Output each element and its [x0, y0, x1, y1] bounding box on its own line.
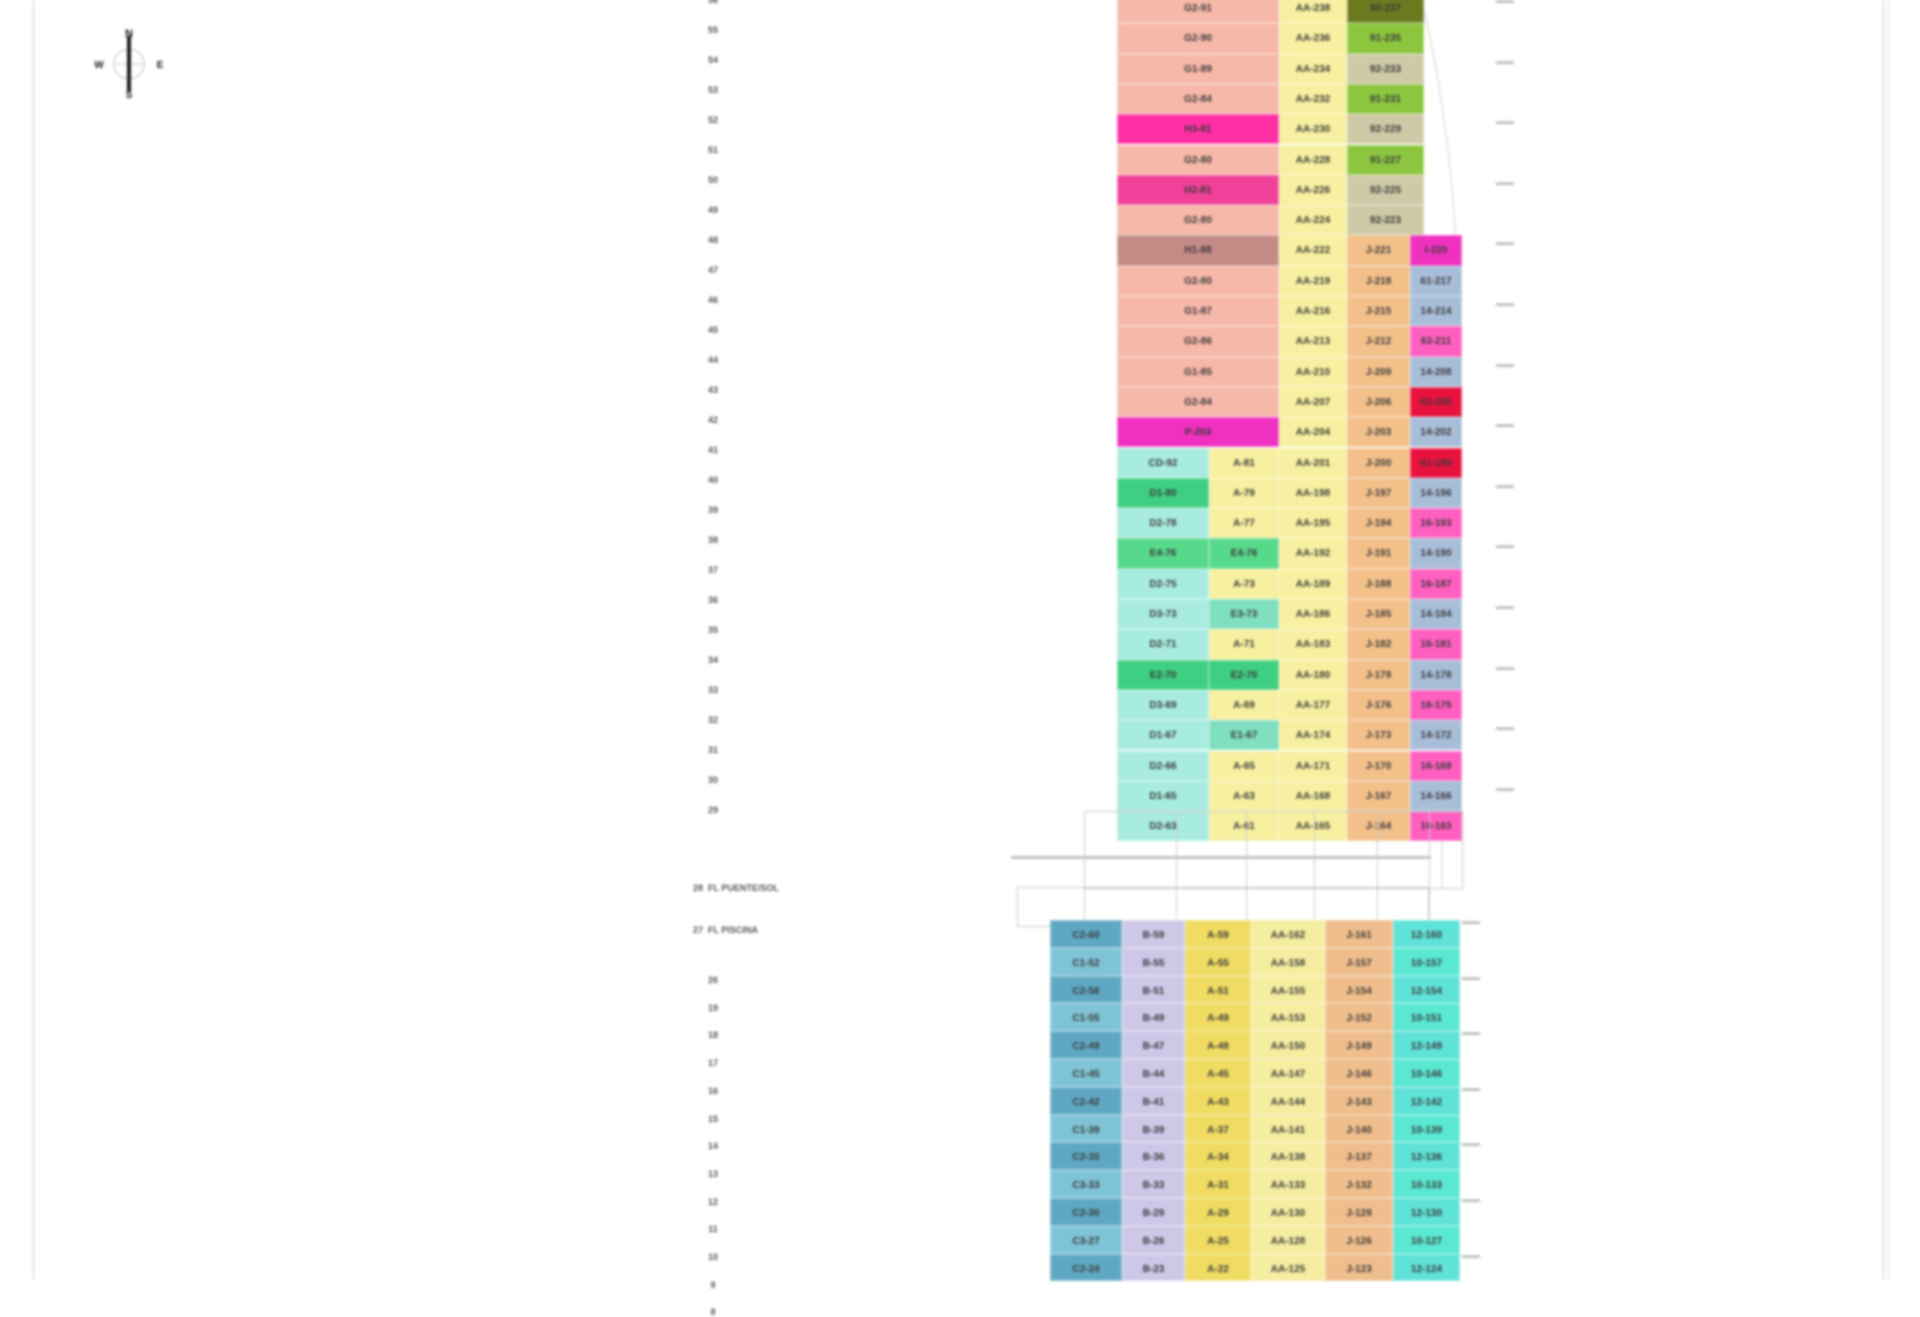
svg-text:N: N [125, 28, 133, 40]
svg-text:E: E [157, 60, 164, 71]
svg-text:W: W [94, 60, 104, 71]
svg-text:S: S [126, 90, 133, 100]
